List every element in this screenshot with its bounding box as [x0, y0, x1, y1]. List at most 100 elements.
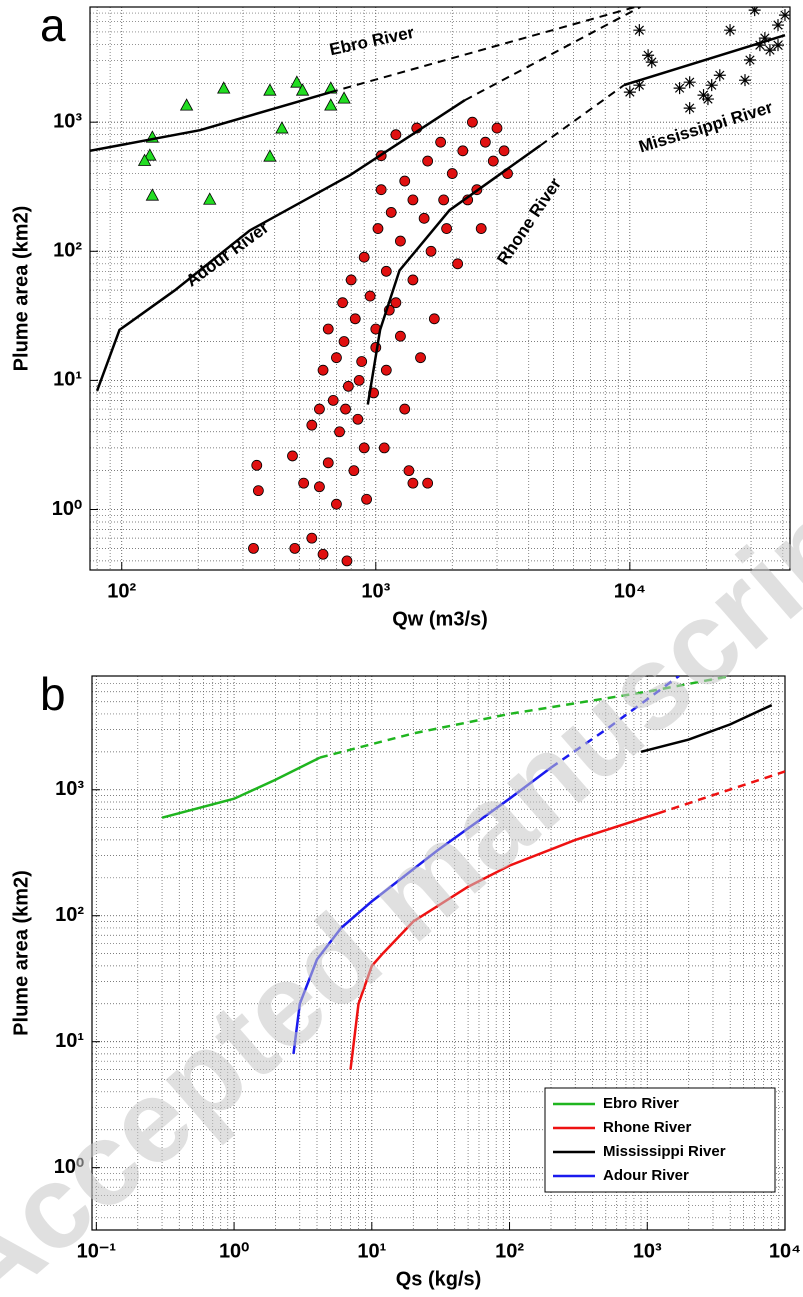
legend-label: Adour River	[603, 1167, 689, 1184]
point	[713, 69, 726, 82]
point	[217, 81, 231, 94]
point	[306, 532, 318, 544]
x-tick-label: 10¹	[357, 1240, 386, 1262]
point	[317, 364, 329, 376]
x-tick-label: 10³	[633, 1240, 662, 1262]
x-tick-label: 10⁰	[219, 1240, 249, 1262]
plot-frame	[89, 6, 791, 571]
point	[403, 465, 415, 477]
point	[390, 129, 402, 141]
point	[457, 145, 469, 157]
plot-area	[161, 676, 785, 1070]
panel-label: a	[40, 0, 66, 51]
point	[306, 419, 318, 431]
point	[763, 44, 776, 57]
point	[380, 265, 392, 277]
point	[348, 465, 360, 477]
legend-label: Rhone River	[603, 1119, 692, 1136]
point	[407, 477, 419, 489]
x-tick-label: 10³	[361, 580, 390, 602]
point	[446, 168, 458, 179]
point	[452, 258, 464, 270]
point	[317, 548, 329, 560]
y-tick-label: 10⁰	[54, 1156, 84, 1178]
point	[248, 542, 259, 554]
point	[438, 194, 450, 206]
point	[353, 374, 365, 386]
point	[422, 477, 434, 489]
point	[753, 39, 766, 52]
point	[479, 136, 491, 148]
point	[428, 313, 440, 325]
point	[275, 121, 289, 134]
point	[287, 450, 298, 462]
point	[179, 98, 194, 111]
y-tick-label: 10³	[53, 110, 82, 132]
point	[623, 86, 636, 99]
point	[418, 212, 430, 224]
point	[399, 175, 411, 187]
fit-line	[292, 766, 552, 1055]
y-tick-label: 10²	[55, 904, 84, 926]
point	[390, 297, 402, 309]
x-tick-label: 10⁻¹	[77, 1240, 117, 1262]
point	[475, 223, 487, 234]
point	[724, 24, 737, 37]
x-axis-label: Qw (m3/s)	[392, 608, 488, 630]
fit-line-extension	[464, 7, 641, 102]
point	[203, 192, 217, 205]
point	[407, 194, 419, 206]
x-tick-label: 10⁴	[614, 580, 646, 602]
x-tick-label: 10²	[107, 580, 136, 602]
point	[338, 336, 350, 347]
point	[395, 235, 406, 247]
point	[772, 19, 785, 32]
fit-line	[95, 99, 466, 392]
point	[739, 74, 752, 87]
y-tick-label: 10¹	[55, 1030, 84, 1052]
plot-area	[90, 7, 790, 567]
legend-label: Mississippi River	[603, 1143, 726, 1160]
point	[705, 79, 718, 92]
point	[314, 481, 325, 493]
point	[758, 32, 771, 45]
point	[263, 83, 277, 96]
point	[645, 56, 658, 69]
point	[295, 83, 310, 96]
point	[466, 116, 478, 128]
point	[314, 403, 325, 415]
panel-label: b	[40, 668, 66, 720]
x-tick-label: 10⁴	[769, 1240, 801, 1262]
y-tick-label: 10²	[53, 240, 82, 262]
fit-line	[623, 34, 786, 87]
point	[487, 155, 499, 167]
fit-line	[161, 756, 321, 819]
point	[683, 76, 696, 89]
fit-line	[349, 812, 659, 1070]
point	[358, 251, 370, 263]
point	[435, 136, 447, 148]
x-axis-label: Qs (kg/s)	[396, 1268, 482, 1290]
point	[137, 153, 152, 166]
y-tick-label: 10⁰	[52, 498, 82, 520]
point	[385, 207, 397, 218]
point	[673, 82, 686, 95]
y-axis-label: Plume area (km2)	[10, 870, 32, 1036]
point	[345, 274, 357, 286]
point	[331, 352, 342, 364]
point	[324, 98, 338, 111]
fit-line	[90, 91, 331, 153]
point	[378, 442, 390, 454]
point	[395, 330, 406, 342]
point	[407, 274, 419, 286]
y-axis-label: Plume area (km2)	[10, 206, 32, 372]
fit-line-extension	[550, 676, 680, 769]
point	[748, 7, 761, 17]
point	[263, 149, 277, 162]
point	[352, 413, 364, 425]
point	[337, 297, 348, 309]
point	[341, 555, 353, 567]
point	[342, 380, 354, 392]
point	[358, 442, 370, 454]
